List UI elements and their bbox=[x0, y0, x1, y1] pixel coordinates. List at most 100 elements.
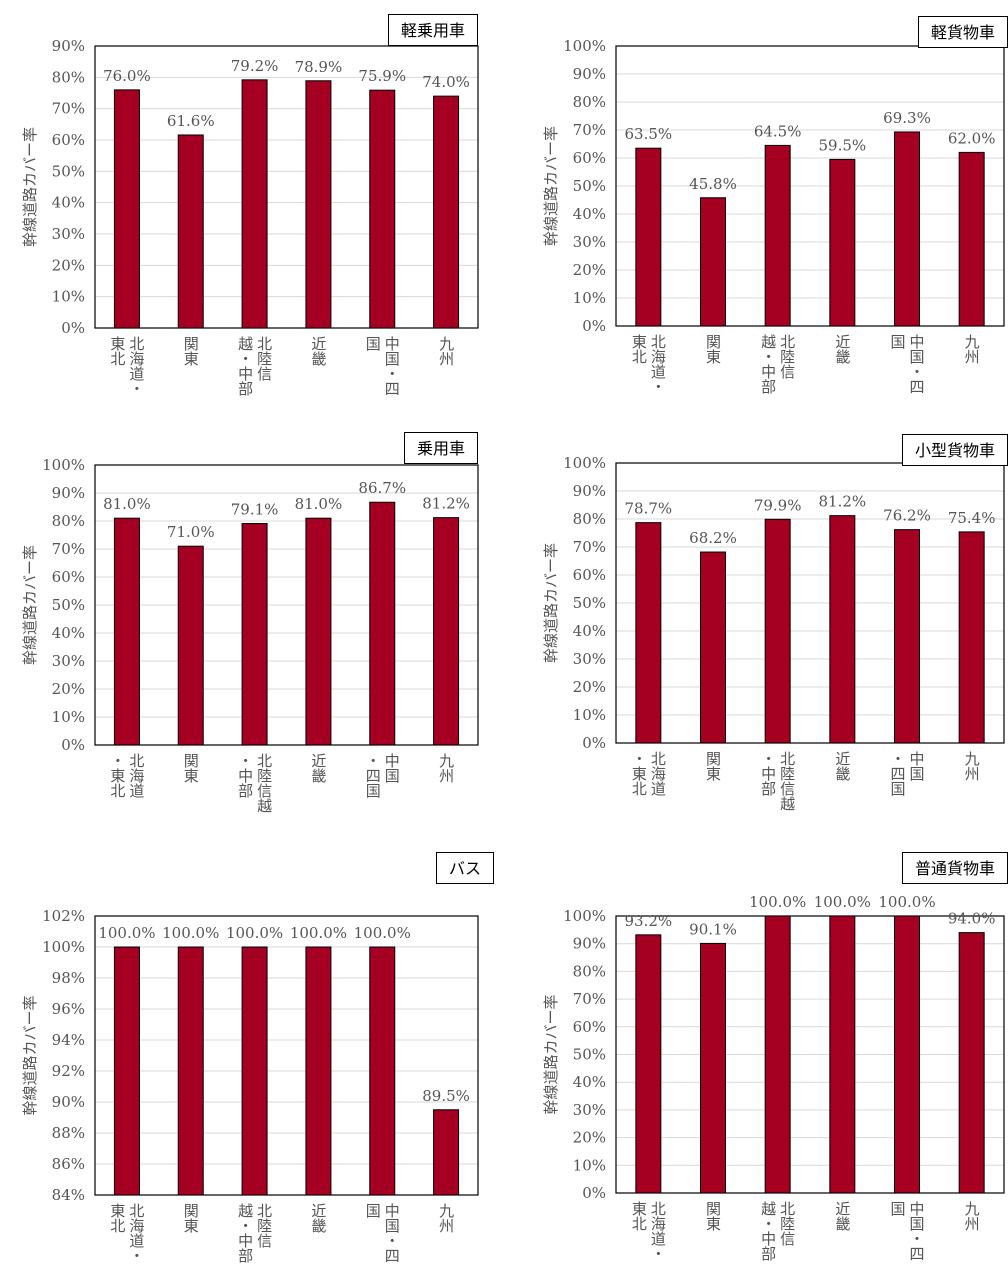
y-tick-label: 80% bbox=[573, 510, 606, 528]
y-axis-label: 幹線道路カバー率 bbox=[21, 545, 39, 665]
y-tick-label: 60% bbox=[573, 1018, 606, 1036]
category-label: ・東北 bbox=[108, 753, 126, 798]
data-label: 100.0% bbox=[162, 924, 219, 942]
bar bbox=[177, 134, 204, 329]
y-tick-label: 30% bbox=[52, 652, 85, 670]
y-tick-label: 40% bbox=[52, 194, 85, 212]
category-label: 北陸信 bbox=[778, 1201, 796, 1246]
y-tick-label: 98% bbox=[52, 969, 85, 987]
category-label: 越・中部 bbox=[236, 1203, 254, 1263]
plot-area bbox=[615, 915, 1005, 1194]
data-label: 74.0% bbox=[422, 73, 470, 91]
data-label: 81.2% bbox=[422, 495, 470, 513]
category-label: 越・中部 bbox=[759, 1201, 777, 1261]
y-tick-label: 60% bbox=[52, 131, 85, 149]
data-label: 62.0% bbox=[948, 129, 996, 147]
y-tick-label: 50% bbox=[52, 596, 85, 614]
y-tick-label: 10% bbox=[573, 1156, 606, 1174]
data-label: 79.1% bbox=[231, 501, 279, 519]
category-label: 九州 bbox=[437, 1203, 455, 1233]
category-label: 関東 bbox=[704, 751, 722, 781]
y-tick-label: 80% bbox=[52, 512, 85, 530]
bar bbox=[433, 517, 460, 746]
bar-chart: 0% 10% 20% 30% 40% 50% 60% 70% 80% 90% 100% 幹線道路カバー… bbox=[542, 893, 1005, 1261]
bar bbox=[241, 523, 268, 746]
y-tick-label: 80% bbox=[573, 962, 606, 980]
category-label: 関東 bbox=[704, 334, 722, 364]
bar bbox=[433, 1109, 460, 1196]
y-tick-label: 10% bbox=[52, 288, 85, 306]
data-label: 81.2% bbox=[819, 493, 867, 511]
y-tick-label: 0% bbox=[582, 317, 606, 335]
category-label: 近畿 bbox=[309, 1203, 327, 1233]
chart-title: 軽貨物車 bbox=[917, 16, 1008, 48]
category-label: 北陸信越 bbox=[255, 753, 273, 813]
data-label: 76.0% bbox=[103, 67, 151, 85]
category-label: 北海道 bbox=[127, 753, 145, 798]
chart-panel: 0% 10% 20% 30% 40% 50% 60% 70% 80% 90% 100% 幹線道路カバー… bbox=[504, 852, 1008, 1278]
data-label: 45.8% bbox=[689, 175, 737, 193]
bar bbox=[369, 501, 396, 746]
bar bbox=[433, 95, 460, 329]
bar bbox=[369, 946, 396, 1196]
chart-title: 乗用車 bbox=[403, 432, 478, 464]
y-tick-label: 50% bbox=[573, 594, 606, 612]
category-label: 北海道・ bbox=[127, 1203, 145, 1263]
plot-area bbox=[615, 45, 1005, 327]
bar bbox=[958, 151, 985, 327]
category-label: 北海道 bbox=[649, 751, 667, 796]
bar bbox=[113, 89, 140, 329]
y-tick-label: 30% bbox=[573, 1101, 606, 1119]
y-tick-label: 70% bbox=[52, 540, 85, 558]
data-label: 79.2% bbox=[231, 57, 279, 75]
bar bbox=[764, 518, 791, 744]
category-label: 北海道・ bbox=[649, 334, 667, 394]
y-axis-label: 幹線道路カバー率 bbox=[542, 994, 560, 1114]
y-tick-label: 40% bbox=[52, 624, 85, 642]
chart-title: 普通貨物車 bbox=[901, 852, 1008, 884]
bar bbox=[894, 915, 920, 1194]
y-tick-label: 30% bbox=[573, 233, 606, 251]
bar-chart: 84% 86% 88% 90% 92% 94% 96% 98% 100% 102% 幹線道路カバー率… bbox=[21, 907, 479, 1263]
y-tick-label: 10% bbox=[573, 289, 606, 307]
data-label: 76.2% bbox=[883, 507, 931, 525]
bar bbox=[177, 545, 204, 746]
y-tick-label: 92% bbox=[52, 1062, 85, 1080]
category-label: ・中部 bbox=[759, 751, 777, 796]
y-tick-label: 100% bbox=[563, 907, 606, 925]
y-tick-label: 60% bbox=[52, 568, 85, 586]
category-label: 中国・四 bbox=[908, 334, 926, 394]
category-label: 東北 bbox=[108, 336, 126, 366]
category-label: 九州 bbox=[963, 1201, 981, 1231]
data-label: 89.5% bbox=[422, 1087, 470, 1105]
y-tick-label: 20% bbox=[573, 261, 606, 279]
y-tick-label: 80% bbox=[52, 68, 85, 86]
plot-area bbox=[94, 45, 479, 329]
bar-chart: 0% 10% 20% 30% 40% 50% 60% 70% 80% 90% 100% 幹線道路カバー… bbox=[21, 456, 479, 813]
category-label: 北陸信 bbox=[255, 1203, 273, 1248]
data-label: 100.0% bbox=[226, 924, 283, 942]
plot-area bbox=[615, 462, 1005, 744]
y-tick-label: 90% bbox=[52, 37, 85, 55]
category-label: 九州 bbox=[963, 751, 981, 781]
data-label: 59.5% bbox=[819, 136, 867, 154]
bar bbox=[305, 946, 332, 1196]
category-label: 東北 bbox=[630, 334, 648, 364]
data-label: 100.0% bbox=[878, 893, 935, 911]
y-tick-label: 90% bbox=[52, 484, 85, 502]
y-tick-label: 30% bbox=[573, 650, 606, 668]
data-label: 68.2% bbox=[689, 529, 737, 547]
category-label: 九州 bbox=[437, 336, 455, 366]
bar bbox=[113, 517, 140, 746]
y-tick-label: 0% bbox=[61, 736, 85, 754]
bar bbox=[700, 197, 726, 327]
bar bbox=[829, 158, 856, 327]
bar bbox=[305, 80, 332, 329]
y-tick-label: 70% bbox=[573, 121, 606, 139]
y-tick-label: 70% bbox=[573, 538, 606, 556]
y-tick-label: 80% bbox=[573, 93, 606, 111]
category-label: 国 bbox=[364, 1203, 382, 1218]
chart-panel: 0% 10% 20% 30% 40% 50% 60% 70% 80% 90% 幹線道路カバー率 76.… bbox=[0, 0, 504, 426]
bar-chart: 0% 10% 20% 30% 40% 50% 60% 70% 80% 90% 100% 幹線道路カバー… bbox=[542, 454, 1005, 811]
y-tick-label: 40% bbox=[573, 205, 606, 223]
